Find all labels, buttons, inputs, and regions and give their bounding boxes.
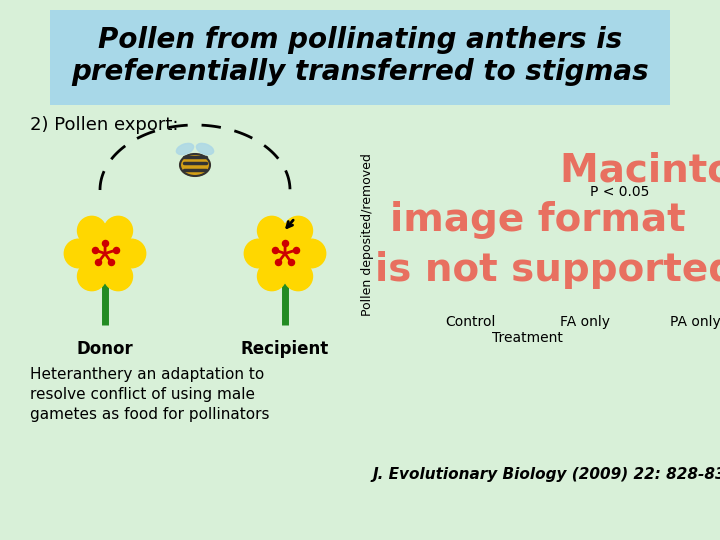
Circle shape: [64, 239, 93, 268]
Circle shape: [104, 262, 132, 291]
Circle shape: [244, 239, 273, 268]
Circle shape: [117, 239, 145, 268]
Text: FA only: FA only: [560, 315, 610, 329]
Circle shape: [297, 239, 325, 268]
Text: P < 0.05: P < 0.05: [590, 185, 649, 199]
Ellipse shape: [197, 144, 214, 154]
Text: Heteranthery an adaptation to: Heteranthery an adaptation to: [30, 368, 264, 382]
Text: PA only: PA only: [670, 315, 720, 329]
Circle shape: [104, 217, 132, 245]
Circle shape: [78, 217, 106, 245]
Circle shape: [258, 262, 286, 291]
Ellipse shape: [180, 154, 210, 176]
Text: Pollen deposited/removed: Pollen deposited/removed: [361, 153, 374, 316]
Circle shape: [284, 217, 312, 245]
Text: J. Evolutionary Biology (2009) 22: 828-839: J. Evolutionary Biology (2009) 22: 828-8…: [373, 468, 720, 483]
Ellipse shape: [180, 154, 210, 176]
Text: Macintosh PICT: Macintosh PICT: [560, 151, 720, 189]
Circle shape: [258, 217, 286, 245]
Text: is not supported: is not supported: [375, 251, 720, 289]
FancyBboxPatch shape: [50, 10, 670, 105]
Circle shape: [269, 237, 302, 270]
Text: gametes as food for pollinators: gametes as food for pollinators: [30, 408, 269, 422]
Text: preferentially transferred to stigmas: preferentially transferred to stigmas: [71, 58, 649, 86]
Text: Treatment: Treatment: [492, 331, 562, 345]
Text: image format: image format: [390, 201, 685, 239]
Circle shape: [284, 262, 312, 291]
Text: Control: Control: [445, 315, 495, 329]
Ellipse shape: [176, 144, 194, 154]
Text: Donor: Donor: [76, 340, 133, 358]
Text: resolve conflict of using male: resolve conflict of using male: [30, 388, 255, 402]
Circle shape: [78, 262, 106, 291]
Text: Recipient: Recipient: [241, 340, 329, 358]
Circle shape: [89, 237, 122, 270]
Text: Pollen from pollinating anthers is: Pollen from pollinating anthers is: [98, 26, 622, 54]
Text: 2) Pollen export:: 2) Pollen export:: [30, 116, 179, 134]
